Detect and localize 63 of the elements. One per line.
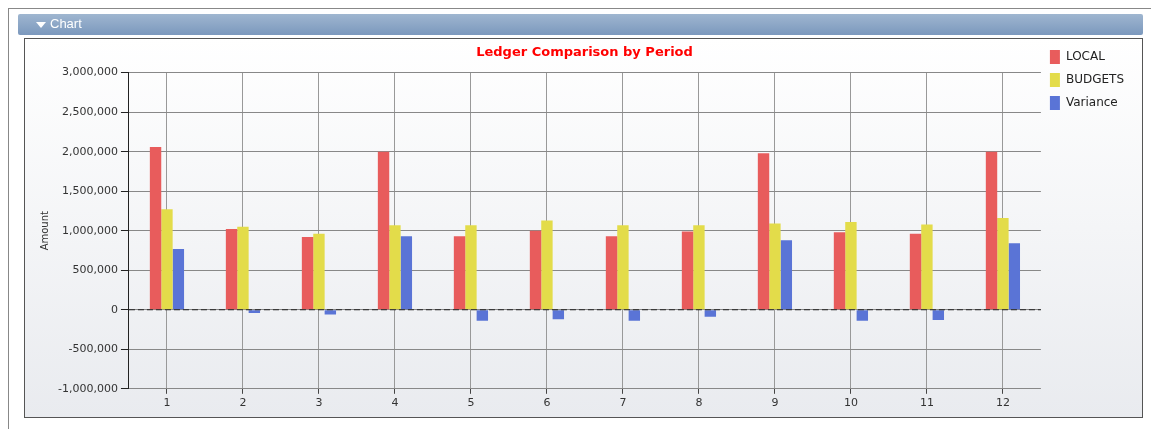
bar bbox=[149, 146, 162, 310]
bar bbox=[704, 310, 717, 317]
bar bbox=[377, 151, 390, 310]
y-tick-label: 500,000 bbox=[72, 263, 118, 277]
x-tick-label: 11 bbox=[919, 396, 934, 410]
x-tick-label: 10 bbox=[843, 396, 858, 410]
bar bbox=[225, 229, 238, 310]
bar bbox=[628, 310, 641, 321]
bar bbox=[313, 233, 325, 310]
bar bbox=[529, 230, 542, 310]
y-tick-label: 2,500,000 bbox=[61, 104, 118, 118]
x-tick-label: 9 bbox=[771, 396, 779, 410]
bar bbox=[248, 310, 261, 313]
legend-label: Variance bbox=[1065, 95, 1118, 110]
bar bbox=[845, 222, 857, 310]
x-tick-label: 5 bbox=[467, 396, 475, 410]
bar bbox=[541, 220, 553, 310]
legend-label: BUDGETS bbox=[1065, 72, 1125, 87]
text: Chart bbox=[50, 16, 82, 31]
bar bbox=[769, 223, 781, 310]
bar bbox=[856, 310, 869, 321]
chart-title: Ledger Comparison by Period bbox=[476, 44, 693, 60]
y-tick-label: 1,500,000 bbox=[61, 184, 118, 198]
bar bbox=[465, 225, 477, 310]
bar bbox=[237, 226, 249, 310]
x-tick-label: 4 bbox=[391, 396, 399, 410]
bar bbox=[476, 310, 489, 321]
y-tick-label: 1,000,000 bbox=[61, 223, 118, 237]
bar bbox=[921, 224, 933, 310]
bar bbox=[400, 236, 413, 310]
x-tick-label: 8 bbox=[695, 396, 703, 410]
bar bbox=[605, 236, 618, 310]
y-axis-title: Amount bbox=[38, 210, 50, 251]
y-tick-label: 3,000,000 bbox=[61, 65, 118, 79]
y-tick-label: 0 bbox=[110, 302, 118, 316]
bar bbox=[681, 231, 694, 310]
bar bbox=[780, 240, 793, 310]
bar bbox=[1008, 243, 1021, 310]
y-tick-label: -1,000,000 bbox=[58, 381, 118, 395]
y-tick-label: 2,000,000 bbox=[61, 144, 118, 158]
bar bbox=[617, 225, 629, 310]
x-tick-label: 7 bbox=[619, 396, 627, 410]
x-tick-label: 2 bbox=[239, 396, 247, 410]
bar bbox=[161, 209, 173, 310]
x-tick-label: 6 bbox=[543, 396, 551, 410]
x-tick-label: 3 bbox=[315, 396, 323, 410]
bar bbox=[693, 225, 705, 310]
bar bbox=[324, 310, 337, 315]
bar bbox=[909, 233, 922, 310]
y-tick-label: -500,000 bbox=[68, 342, 118, 356]
bar bbox=[985, 151, 998, 310]
x-tick-label: 12 bbox=[995, 396, 1010, 410]
bar bbox=[997, 218, 1009, 310]
bar bbox=[833, 232, 846, 310]
x-tick-label: 1 bbox=[163, 396, 171, 410]
bar bbox=[552, 310, 565, 320]
bar bbox=[389, 225, 401, 310]
legend-label: LOCAL bbox=[1065, 49, 1106, 64]
bar bbox=[932, 310, 945, 321]
bar bbox=[453, 236, 466, 310]
bar bbox=[172, 248, 185, 310]
bar bbox=[757, 153, 770, 310]
bar bbox=[301, 237, 314, 310]
